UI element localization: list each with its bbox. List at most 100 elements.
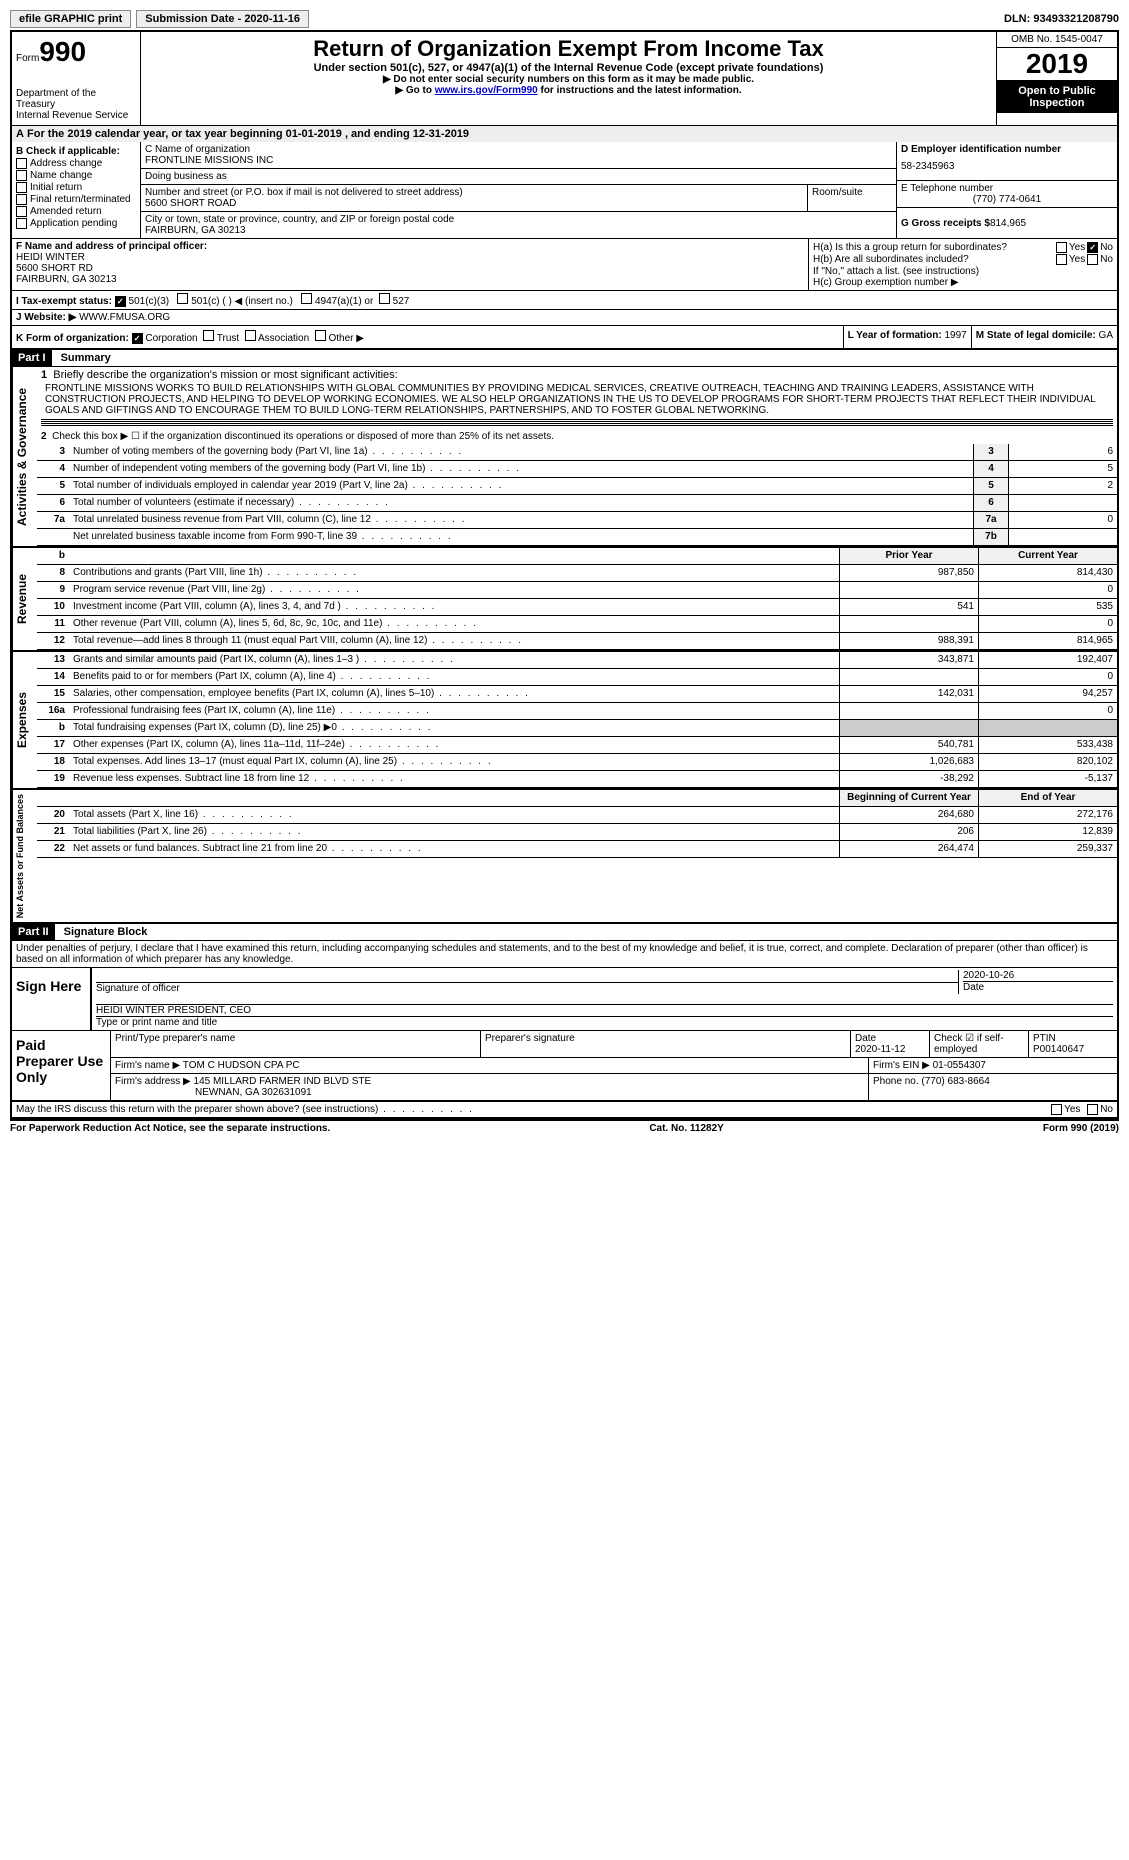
part1-header: Part I: [12, 350, 52, 366]
room-suite: Room/suite: [808, 185, 896, 211]
vlabel-netassets: Net Assets or Fund Balances: [12, 790, 37, 922]
declaration: Under penalties of perjury, I declare th…: [12, 941, 1117, 967]
part2-header: Part II: [12, 924, 55, 940]
vlabel-expenses: Expenses: [12, 652, 37, 788]
paid-preparer-label: Paid Preparer Use Only: [12, 1031, 110, 1100]
cb-discuss-no[interactable]: [1087, 1104, 1098, 1115]
cb-initial[interactable]: [16, 182, 27, 193]
summary-row: 8Contributions and grants (Part VIII, li…: [37, 565, 1117, 582]
cb-address[interactable]: [16, 158, 27, 169]
cb-trust[interactable]: [203, 330, 214, 341]
firm-addr: 145 MILLARD FARMER IND BLVD STE: [194, 1076, 372, 1087]
vlabel-revenue: Revenue: [12, 548, 37, 650]
cb-527[interactable]: [379, 293, 390, 304]
summary-row: 10Investment income (Part VIII, column (…: [37, 599, 1117, 616]
footer-left: For Paperwork Reduction Act Notice, see …: [10, 1123, 330, 1134]
cb-hb-no[interactable]: [1087, 254, 1098, 265]
dept: Department of the Treasury: [16, 88, 136, 110]
omb: OMB No. 1545-0047: [997, 32, 1117, 48]
section-l: L Year of formation: 1997: [843, 326, 971, 348]
section-k: K Form of organization: ✓ Corporation Tr…: [12, 326, 843, 348]
summary-row: 17Other expenses (Part IX, column (A), l…: [37, 737, 1117, 754]
cb-501c[interactable]: [177, 293, 188, 304]
footer-right: Form 990 (2019): [1043, 1123, 1119, 1134]
footer-center: Cat. No. 11282Y: [649, 1123, 723, 1134]
submission-btn[interactable]: Submission Date - 2020-11-16: [136, 10, 309, 28]
cb-pending[interactable]: [16, 218, 27, 229]
irs-link[interactable]: www.irs.gov/Form990: [435, 85, 538, 96]
form-word: Form: [16, 53, 39, 64]
summary-row: 3Number of voting members of the governi…: [37, 444, 1117, 461]
prep-date: 2020-11-12: [855, 1044, 925, 1055]
cb-name[interactable]: [16, 170, 27, 181]
q2: Check this box ▶ ☐ if the organization d…: [52, 431, 554, 442]
col-current-year: Current Year: [978, 548, 1117, 564]
section-f: F Name and address of principal officer:…: [12, 239, 808, 290]
cb-hb-yes[interactable]: [1056, 254, 1067, 265]
cb-501c3[interactable]: ✓: [115, 296, 126, 307]
summary-row: 14Benefits paid to or for members (Part …: [37, 669, 1117, 686]
summary-row: 11Other revenue (Part VIII, column (A), …: [37, 616, 1117, 633]
section-b: B Check if applicable: Address change Na…: [12, 142, 141, 238]
section-i: I Tax-exempt status: ✓ 501(c)(3) 501(c) …: [12, 291, 1117, 309]
cb-assoc[interactable]: [245, 330, 256, 341]
officer-addr1: 5600 SHORT RD: [16, 263, 804, 274]
tax-year: 2019: [997, 48, 1117, 81]
sign-date: 2020-10-26: [963, 970, 1113, 981]
efile-btn[interactable]: efile GRAPHIC print: [10, 10, 131, 28]
cb-amended[interactable]: [16, 206, 27, 217]
ein: 58-2345963: [901, 155, 1113, 178]
section-d: D Employer identification number 58-2345…: [896, 142, 1117, 238]
city: FAIRBURN, GA 30213: [145, 225, 892, 236]
prep-sig-label: Preparer's signature: [480, 1031, 850, 1057]
cb-discuss-yes[interactable]: [1051, 1104, 1062, 1115]
summary-row: 6Total number of volunteers (estimate if…: [37, 495, 1117, 512]
firm-phone: (770) 683-8664: [921, 1076, 989, 1087]
col-end: End of Year: [978, 790, 1117, 806]
section-m: M State of legal domicile: GA: [971, 326, 1117, 348]
irs: Internal Revenue Service: [16, 110, 136, 121]
cb-ha-yes[interactable]: [1056, 242, 1067, 253]
form-subtitle: Under section 501(c), 527, or 4947(a)(1)…: [145, 62, 992, 74]
form-number: 990: [39, 36, 86, 67]
summary-row: 19Revenue less expenses. Subtract line 1…: [37, 771, 1117, 788]
phone: (770) 774-0641: [901, 194, 1113, 205]
section-j: J Website: ▶ WWW.FMUSA.ORG: [12, 310, 1117, 325]
cb-final[interactable]: [16, 194, 27, 205]
form-title: Return of Organization Exempt From Incom…: [145, 36, 992, 62]
summary-row: 16aProfessional fundraising fees (Part I…: [37, 703, 1117, 720]
cb-4947[interactable]: [301, 293, 312, 304]
section-a: A For the 2019 calendar year, or tax yea…: [12, 126, 1117, 142]
sign-here-label: Sign Here: [12, 968, 90, 1030]
mission: FRONTLINE MISSIONS WORKS TO BUILD RELATI…: [41, 381, 1113, 418]
summary-row: 12Total revenue—add lines 8 through 11 (…: [37, 633, 1117, 650]
cb-ha-no[interactable]: ✓: [1087, 242, 1098, 253]
cb-corp[interactable]: ✓: [132, 333, 143, 344]
section-c: C Name of organization FRONTLINE MISSION…: [141, 142, 896, 238]
officer-name: HEIDI WINTER: [16, 252, 804, 263]
cb-other[interactable]: [315, 330, 326, 341]
section-h: H(a) Is this a group return for subordin…: [808, 239, 1117, 290]
firm-addr2: NEWNAN, GA 302631091: [115, 1087, 864, 1098]
sig-officer-label: Signature of officer: [96, 983, 958, 994]
summary-row: 22Net assets or fund balances. Subtract …: [37, 841, 1117, 858]
note-ssn: ▶ Do not enter social security numbers o…: [145, 74, 992, 85]
open-public: Open to Public Inspection: [997, 81, 1117, 113]
summary-row: 13Grants and similar amounts paid (Part …: [37, 652, 1117, 669]
dln: DLN: 93493321208790: [1004, 13, 1119, 25]
summary-row: Net unrelated business taxable income fr…: [37, 529, 1117, 546]
form-container: Form990 Department of the Treasury Inter…: [10, 30, 1119, 1121]
website: WWW.FMUSA.ORG: [79, 312, 170, 323]
part2-title: Signature Block: [58, 924, 154, 940]
org-name: FRONTLINE MISSIONS INC: [145, 155, 892, 166]
header-center: Return of Organization Exempt From Incom…: [141, 32, 996, 125]
ptin: P00140647: [1033, 1044, 1113, 1055]
summary-row: 7aTotal unrelated business revenue from …: [37, 512, 1117, 529]
header-left: Form990 Department of the Treasury Inter…: [12, 32, 141, 125]
summary-row: 5Total number of individuals employed in…: [37, 478, 1117, 495]
section-hc: H(c) Group exemption number ▶: [813, 277, 1113, 288]
summary-row: 20Total assets (Part X, line 16)264,6802…: [37, 807, 1117, 824]
summary-row: 4Number of independent voting members of…: [37, 461, 1117, 478]
summary-row: 21Total liabilities (Part X, line 26)206…: [37, 824, 1117, 841]
self-employed: Check ☑ if self-employed: [929, 1031, 1028, 1057]
